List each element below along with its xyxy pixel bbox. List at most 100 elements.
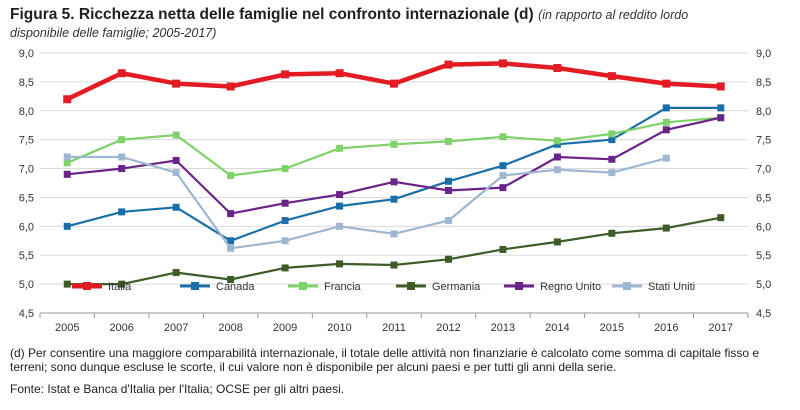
data-point-regno-unito — [662, 126, 670, 134]
data-point-germania — [227, 275, 235, 283]
y-tick-label-left: 5,5 — [19, 250, 34, 262]
data-point-germania — [118, 280, 126, 288]
source-note: Fonte: Istat e Banca d'Italia per l'Ital… — [10, 382, 345, 396]
data-point-germania — [63, 280, 71, 288]
data-point-regno-unito — [499, 184, 507, 192]
data-point-stati-uniti — [553, 166, 561, 174]
data-point-italia — [444, 60, 453, 69]
data-point-canada — [390, 195, 398, 203]
line-chart: 4,5 4,5 5,0 5,0 5,5 5,5 6,0 6,0 6,5 6,5 7,0 7,0 7,5 7… — [19, 48, 772, 334]
data-point-regno-unito — [390, 178, 398, 186]
legend-marker-stati-uniti — [623, 282, 631, 290]
data-point-germania — [553, 238, 561, 246]
data-point-germania — [444, 255, 452, 263]
data-point-germania — [608, 229, 616, 237]
x-tick-label: 2013 — [491, 322, 515, 334]
data-point-francia — [281, 165, 289, 173]
data-point-regno-unito — [281, 199, 289, 207]
legend-label-stati-uniti: Stati Uniti — [648, 281, 695, 293]
data-point-francia — [553, 137, 561, 145]
data-point-italia — [498, 59, 507, 68]
data-point-italia — [662, 79, 671, 88]
data-point-stati-uniti — [444, 217, 452, 225]
legend-marker-canada — [191, 282, 199, 290]
x-tick-label: 2009 — [273, 322, 297, 334]
data-point-italia — [63, 95, 72, 104]
y-tick-label-left: 8,5 — [19, 77, 34, 89]
data-point-canada — [336, 202, 344, 210]
data-point-francia — [499, 133, 507, 141]
data-point-canada — [172, 203, 180, 211]
legend-marker-italia — [83, 282, 91, 290]
data-point-canada — [717, 104, 725, 112]
chart-subtitle-line1: (in rapporto al reddito lordo — [538, 8, 689, 22]
legend-marker-germania — [407, 282, 415, 290]
data-point-canada — [118, 208, 126, 216]
legend-label-germania: Germania — [432, 281, 481, 293]
y-tick-label-right: 8,0 — [756, 106, 771, 118]
data-point-stati-uniti — [118, 153, 126, 161]
y-tick-label-left: 7,0 — [19, 164, 34, 176]
data-point-francia — [227, 171, 235, 179]
legend-label-francia: Francia — [324, 281, 362, 293]
y-tick-label-right: 6,0 — [756, 221, 771, 233]
data-point-germania — [172, 269, 180, 277]
data-point-regno-unito — [336, 191, 344, 199]
data-point-francia — [662, 118, 670, 126]
legend-label-italia: Italia — [108, 281, 132, 293]
y-tick-label-right: 7,5 — [756, 135, 771, 147]
data-point-francia — [172, 131, 180, 139]
x-tick-label: 2015 — [600, 322, 624, 334]
x-tick-label: 2005 — [55, 322, 79, 334]
series-line-germania — [67, 216, 722, 286]
data-point-italia — [553, 64, 562, 73]
data-point-regno-unito — [608, 155, 616, 163]
x-tick-label: 2008 — [218, 322, 242, 334]
y-tick-label-left: 6,5 — [19, 192, 34, 204]
data-point-regno-unito — [227, 210, 235, 218]
data-point-francia — [444, 137, 452, 145]
y-tick-label-left: 7,5 — [19, 135, 34, 147]
x-tick-label: 2016 — [654, 322, 678, 334]
data-point-italia — [390, 79, 398, 88]
y-tick-label-left: 6,0 — [19, 221, 34, 233]
y-tick-label-left: 8,0 — [19, 106, 34, 118]
x-tick-label: 2011 — [382, 322, 406, 334]
data-point-germania — [662, 224, 670, 232]
data-point-stati-uniti — [390, 230, 398, 238]
data-point-italia — [335, 69, 344, 78]
y-tick-label-right: 8,5 — [756, 77, 771, 89]
data-point-francia — [390, 140, 398, 148]
data-point-italia — [281, 70, 290, 79]
series-line-stati-uniti — [67, 155, 667, 250]
x-tick-label: 2012 — [436, 322, 460, 334]
y-tick-label-left: 9,0 — [19, 48, 34, 60]
data-point-canada — [227, 237, 235, 245]
y-tick-label-right: 9,0 — [756, 48, 771, 60]
data-point-stati-uniti — [63, 153, 71, 161]
data-point-canada — [281, 217, 289, 225]
data-point-germania — [281, 264, 289, 272]
data-point-regno-unito — [553, 153, 561, 161]
data-point-canada — [608, 136, 616, 144]
y-tick-label-left: 4,5 — [19, 308, 34, 320]
data-point-germania — [390, 261, 398, 269]
data-point-stati-uniti — [608, 169, 616, 177]
data-point-regno-unito — [444, 187, 452, 195]
data-point-francia — [336, 144, 344, 152]
y-tick-label-right: 6,5 — [756, 192, 771, 204]
data-point-italia — [172, 79, 181, 88]
data-point-italia — [607, 72, 616, 81]
y-tick-label-right: 7,0 — [756, 164, 771, 176]
data-point-italia — [716, 82, 725, 91]
x-tick-label: 2017 — [709, 322, 733, 334]
data-point-francia — [118, 136, 126, 144]
data-point-stati-uniti — [499, 171, 507, 179]
data-point-francia — [63, 159, 71, 167]
x-tick-label: 2007 — [164, 322, 188, 334]
data-point-regno-unito — [118, 165, 126, 173]
legend-marker-francia — [299, 282, 307, 290]
y-tick-label-right: 5,5 — [756, 250, 771, 262]
data-point-stati-uniti — [662, 154, 670, 162]
x-tick-label: 2006 — [109, 322, 133, 334]
